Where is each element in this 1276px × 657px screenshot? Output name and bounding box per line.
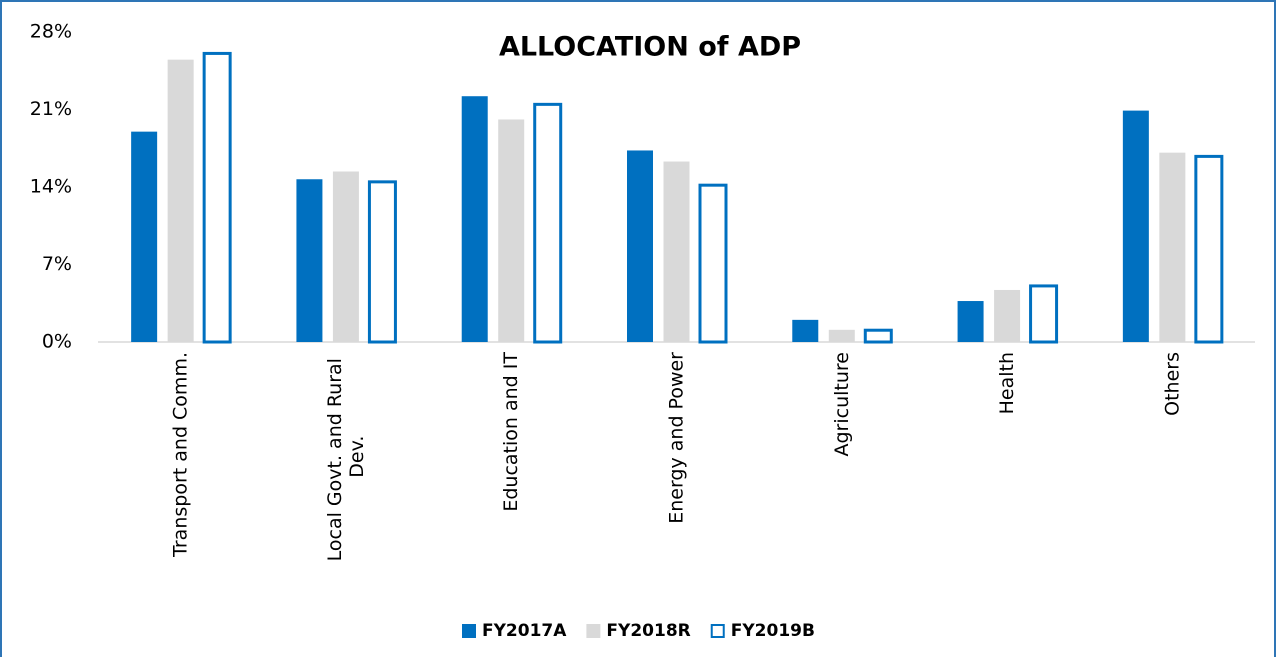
legend-label: FY2018R [606, 621, 690, 641]
legend-label: FY2017A [482, 621, 567, 641]
bar [1159, 152, 1186, 342]
y-tick-label: 14% [30, 176, 72, 198]
bar [202, 51, 232, 344]
x-tick-label: Transport and Comm. [169, 352, 191, 558]
chart-title: ALLOCATION of ADP [499, 32, 801, 63]
bar [957, 301, 984, 342]
bar [994, 289, 1021, 342]
bar [863, 328, 893, 344]
bar [1122, 110, 1149, 342]
bar [296, 179, 323, 342]
bar [627, 150, 653, 342]
bar [167, 59, 194, 343]
bar [1194, 154, 1224, 344]
bar [332, 171, 359, 342]
bar [828, 329, 855, 342]
y-tick-label: 0% [42, 331, 72, 353]
bar [498, 119, 525, 342]
legend-swatch [586, 624, 601, 638]
x-tick-label: Agriculture [830, 352, 852, 457]
x-tick-label: Education and IT [500, 352, 522, 512]
bar [792, 319, 819, 342]
x-tick-label: Local Govt. and Rural Dev. [323, 352, 367, 561]
bar [367, 180, 397, 344]
legend-swatch [710, 624, 725, 638]
y-tick-label: 21% [30, 98, 72, 120]
bar [461, 96, 488, 342]
bar [1029, 284, 1059, 344]
y-tick-label: 28% [30, 21, 72, 43]
x-tick-label: Energy and Power [665, 352, 687, 524]
legend-swatch [462, 624, 476, 638]
bar [533, 102, 563, 344]
x-tick-label: Others [1161, 352, 1183, 416]
bar [663, 161, 690, 342]
x-tick-label: Health [996, 352, 1018, 414]
y-tick-label: 7% [42, 253, 72, 275]
legend-label: FY2019B [731, 621, 815, 641]
bar [698, 183, 728, 344]
bar [131, 131, 158, 342]
